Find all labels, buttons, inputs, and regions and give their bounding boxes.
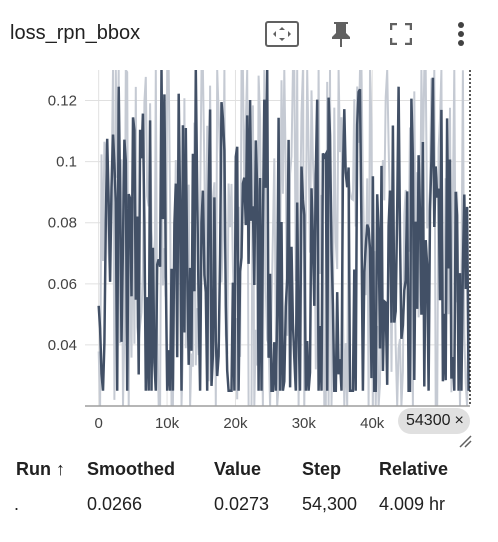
y-tick-label: 0.08: [48, 215, 77, 232]
header-relative: Relative: [379, 459, 449, 479]
y-tick-label: 0.1: [56, 154, 77, 171]
pin-icon[interactable]: [323, 16, 359, 52]
header-smoothed: Smoothed: [87, 459, 175, 479]
y-tick-label: 0.04: [48, 337, 77, 354]
chart-area[interactable]: 0.04 0.06 0.08 0.1 0.12 0 10k 20k 30k 40k: [0, 60, 498, 460]
x-tick-label: 20k: [223, 415, 248, 432]
close-icon[interactable]: ×: [454, 412, 464, 429]
x-tick-label: 10k: [155, 415, 180, 432]
line-chart[interactable]: 0.04 0.06 0.08 0.1 0.12 0 10k 20k 30k 40k: [0, 60, 498, 460]
series-line-smoothed: [97, 70, 470, 392]
card-title: loss_rpn_bbox: [10, 22, 141, 44]
series-group: [97, 70, 470, 406]
fit-domain-icon[interactable]: [264, 16, 300, 52]
cell-smoothed: 0.0266: [87, 494, 143, 514]
cell-run: .: [14, 494, 20, 514]
hover-step-badge: 54300 ×: [398, 408, 470, 434]
cell-value: 0.0273: [214, 494, 270, 514]
header-run[interactable]: Run ↑: [16, 459, 65, 479]
header-step: Step: [302, 459, 342, 479]
hover-step-label: 54300: [406, 412, 451, 429]
x-tick-label: 40k: [360, 415, 385, 432]
more-vert-icon[interactable]: [443, 16, 479, 52]
fullscreen-icon[interactable]: [383, 16, 419, 52]
y-tick-label: 0.06: [48, 276, 77, 293]
card-header: loss_rpn_bbox: [0, 0, 498, 68]
x-tick-label: 0: [95, 415, 103, 432]
cell-relative: 4.009 hr: [379, 494, 446, 514]
resize-handle-icon[interactable]: [458, 434, 472, 448]
y-tick-label: 0.12: [48, 93, 77, 110]
header-value: Value: [214, 459, 262, 479]
x-tick-label: 30k: [292, 415, 317, 432]
cell-step: 54,300: [302, 494, 358, 514]
